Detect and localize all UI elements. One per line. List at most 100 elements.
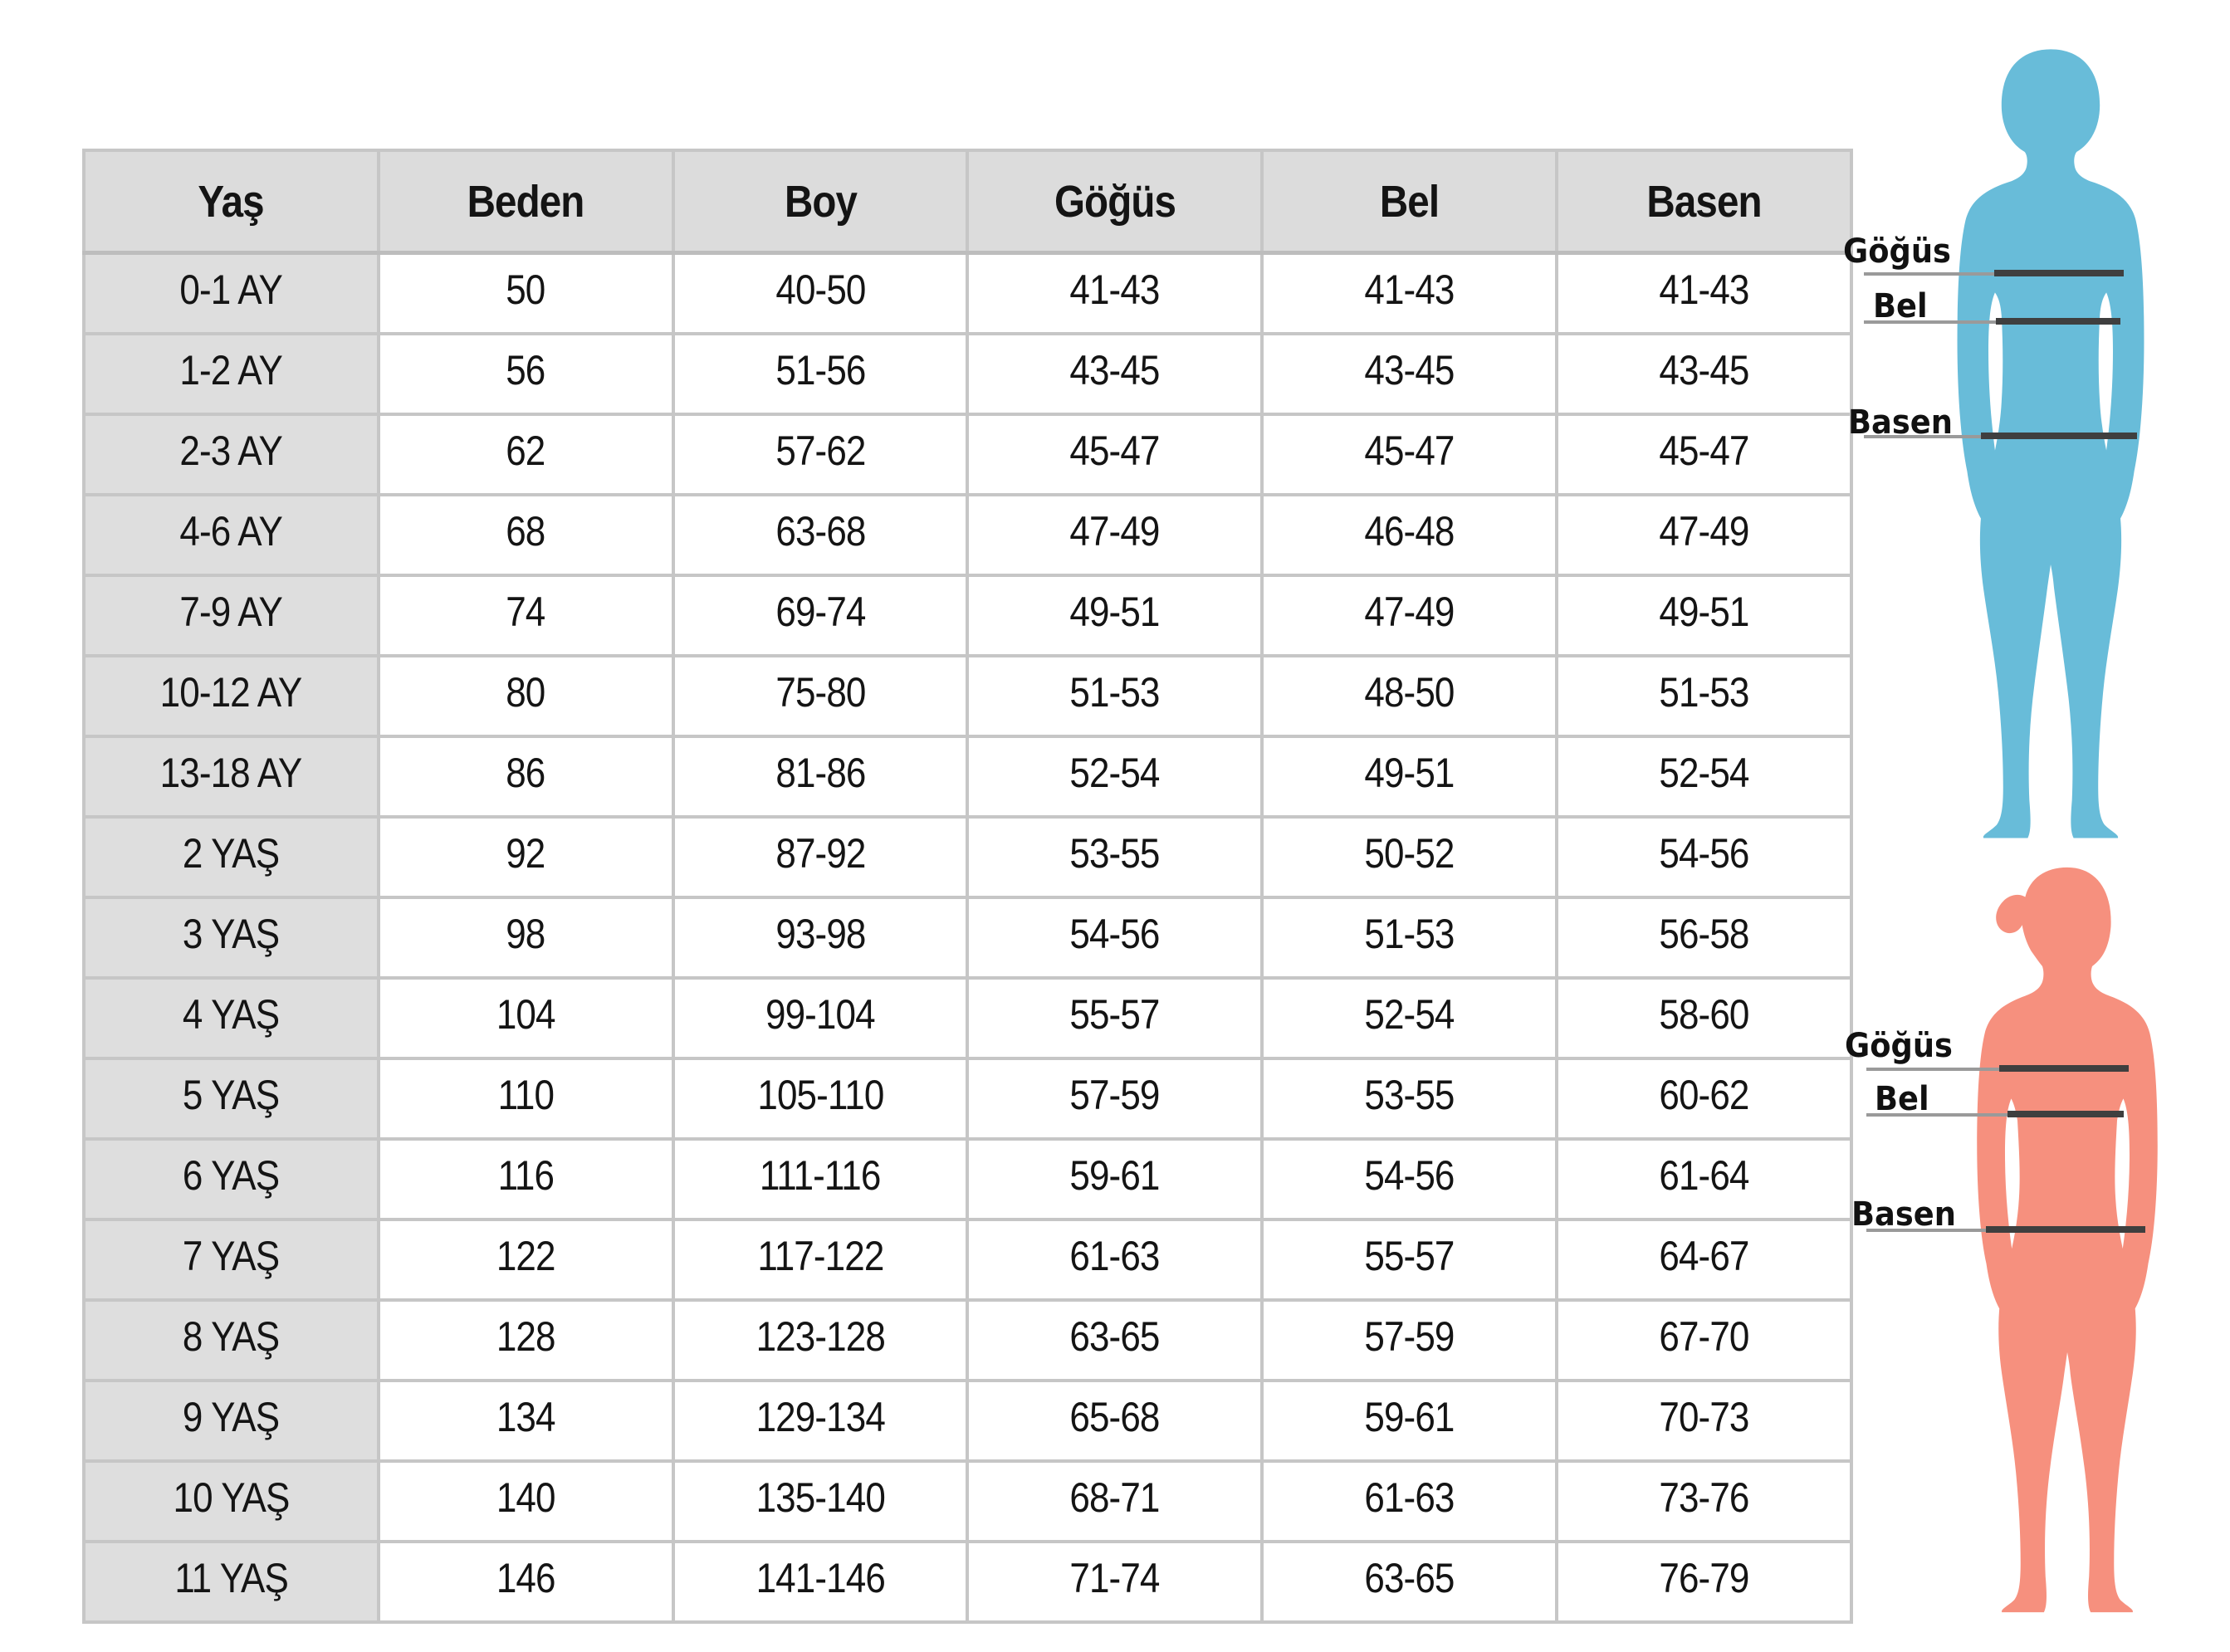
boy-waist-line-thin [1864, 320, 2042, 324]
cell-text: 146 [496, 1555, 556, 1601]
cell-text: 3 YAŞ [183, 911, 280, 957]
girl-waist-label: Bel [1875, 1080, 1929, 1118]
age-cell: 7-9 AY [82, 574, 380, 657]
cell-text: 93-98 [775, 911, 866, 957]
cell-text: 45-47 [1364, 428, 1455, 474]
table-row: 2 YAŞ 92 87-92 53-55 50-52 54-56 [82, 815, 1853, 899]
age-cell: 10-12 AY [82, 654, 380, 738]
cell-text: 49-51 [1659, 589, 1749, 635]
value-cell: 74 [376, 574, 675, 657]
age-cell: 10 YAŞ [82, 1459, 380, 1543]
cell-text: 8 YAŞ [183, 1313, 280, 1360]
cell-text: 5 YAŞ [183, 1072, 280, 1118]
cell-text: 81-86 [775, 750, 866, 796]
value-cell: 57-62 [671, 413, 970, 496]
age-cell: 2-3 AY [82, 413, 380, 496]
cell-text: 73-76 [1659, 1474, 1749, 1521]
cell-text: 111-116 [760, 1152, 881, 1199]
cell-text: 40-50 [775, 266, 866, 313]
value-cell: 73-76 [1555, 1459, 1853, 1543]
cell-text: 61-63 [1069, 1233, 1161, 1279]
cell-text: 11 YAŞ [174, 1555, 288, 1601]
col-header-bel: Bel [1260, 149, 1559, 255]
cell-text: 50 [506, 266, 546, 313]
cell-text: 92 [506, 830, 546, 877]
value-cell: 128 [376, 1298, 675, 1382]
value-cell: 58-60 [1555, 976, 1853, 1060]
col-header-text: Beden [467, 176, 585, 227]
value-cell: 63-65 [1260, 1540, 1559, 1624]
value-cell: 60-62 [1555, 1057, 1853, 1141]
cell-text: 67-70 [1659, 1313, 1749, 1360]
age-cell: 8 YAŞ [82, 1298, 380, 1382]
age-cell: 4 YAŞ [82, 976, 380, 1060]
cell-text: 62 [506, 428, 546, 474]
cell-text: 6 YAŞ [183, 1152, 280, 1199]
cell-text: 4 YAŞ [183, 991, 280, 1038]
cell-text: 9 YAŞ [183, 1394, 280, 1440]
table-row: 3 YAŞ 98 93-98 54-56 51-53 56-58 [82, 896, 1853, 980]
cell-text: 110 [497, 1072, 554, 1118]
cell-text: 69-74 [775, 589, 866, 635]
cell-text: 55-57 [1364, 1233, 1455, 1279]
value-cell: 141-146 [671, 1540, 970, 1624]
cell-text: 99-104 [765, 991, 876, 1038]
cell-text: 41-43 [1069, 266, 1161, 313]
table-row: 4-6 AY 68 63-68 47-49 46-48 47-49 [82, 493, 1853, 577]
value-cell: 146 [376, 1540, 675, 1624]
cell-text: 47-49 [1659, 508, 1749, 555]
value-cell: 54-56 [1555, 815, 1853, 899]
col-header-text: Bel [1380, 176, 1440, 227]
cell-text: 43-45 [1659, 347, 1749, 393]
size-table: Yaş Beden Boy Göğüs Bel Basen 0-1 AY 50 40… [82, 149, 1853, 1624]
value-cell: 55-57 [1260, 1218, 1559, 1302]
cell-text: 128 [496, 1313, 556, 1360]
value-cell: 43-45 [966, 332, 1264, 416]
value-cell: 75-80 [671, 654, 970, 738]
cell-text: 105-110 [757, 1072, 884, 1118]
cell-text: 56-58 [1659, 911, 1749, 957]
cell-text: 1-2 AY [179, 347, 283, 393]
cell-text: 49-51 [1069, 589, 1161, 635]
value-cell: 87-92 [671, 815, 970, 899]
table-row: 7-9 AY 74 69-74 49-51 47-49 49-51 [82, 574, 1853, 657]
cell-text: 45-47 [1659, 428, 1749, 474]
value-cell: 53-55 [966, 815, 1264, 899]
cell-text: 60-62 [1659, 1072, 1749, 1118]
boy-waist-line-thick [1996, 318, 2120, 325]
age-cell: 13-18 AY [82, 735, 380, 819]
cell-text: 53-55 [1364, 1072, 1455, 1118]
value-cell: 69-74 [671, 574, 970, 657]
value-cell: 92 [376, 815, 675, 899]
value-cell: 51-53 [1555, 654, 1853, 738]
value-cell: 43-45 [1260, 332, 1559, 416]
size-table-header: Yaş Beden Boy Göğüs Bel Basen [82, 149, 1853, 255]
value-cell: 49-51 [1555, 574, 1853, 657]
cell-text: 13-18 AY [160, 750, 303, 796]
table-row: 10-12 AY 80 75-80 51-53 48-50 51-53 [82, 654, 1853, 738]
age-cell: 5 YAŞ [82, 1057, 380, 1141]
cell-text: 87-92 [775, 830, 866, 877]
girl-silhouette-path [1977, 867, 2158, 1613]
cell-text: 134 [496, 1394, 556, 1440]
value-cell: 54-56 [1260, 1137, 1559, 1221]
cell-text: 54-56 [1364, 1152, 1455, 1199]
cell-text: 58-60 [1659, 991, 1749, 1038]
col-header-beden: Beden [376, 149, 675, 255]
cell-text: 0-1 AY [179, 266, 283, 313]
cell-text: 41-43 [1364, 266, 1455, 313]
boy-figure [1957, 49, 2144, 838]
value-cell: 134 [376, 1379, 675, 1463]
table-row: 9 YAŞ 134 129-134 65-68 59-61 70-73 [82, 1379, 1853, 1463]
value-cell: 86 [376, 735, 675, 819]
cell-text: 59-61 [1069, 1152, 1161, 1199]
cell-text: 63-65 [1069, 1313, 1161, 1360]
cell-text: 54-56 [1069, 911, 1161, 957]
cell-text: 55-57 [1069, 991, 1161, 1038]
girl-hip-label: Basen [1851, 1195, 1956, 1234]
cell-text: 63-68 [775, 508, 866, 555]
col-header-yas: Yaş [82, 149, 380, 255]
cell-text: 52-54 [1364, 991, 1455, 1038]
col-header-text: Yaş [198, 176, 265, 227]
